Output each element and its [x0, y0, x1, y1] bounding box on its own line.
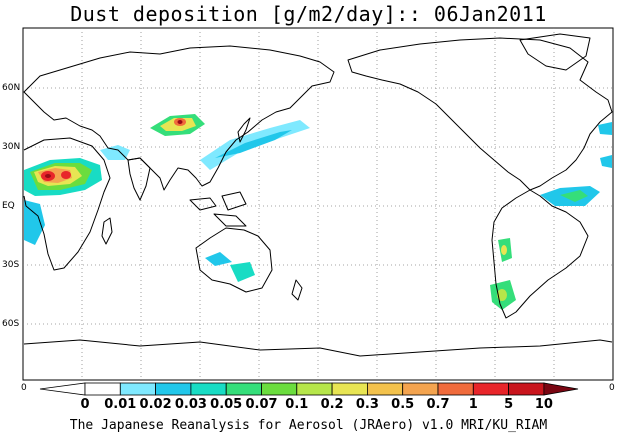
dust-area: [230, 262, 255, 282]
colorbar-tick-label: 0.01: [104, 397, 137, 412]
right-edge-label: 0: [609, 383, 615, 393]
dust-area: [560, 190, 588, 202]
colorbar-tick-label: 0.7: [426, 397, 450, 412]
colorbar-tick-label: 0.2: [320, 397, 344, 412]
colorbar-tick-label: 1: [468, 397, 478, 412]
dust-area: [501, 245, 507, 255]
coastline: [213, 213, 247, 227]
colorbar-box: [225, 382, 262, 396]
dust-area: [100, 145, 130, 160]
colorbar-box: [119, 382, 157, 396]
coastline: [491, 189, 589, 319]
coastline: [189, 197, 217, 211]
coastline: [347, 37, 613, 191]
colorbar-box: [508, 382, 545, 396]
coastline: [221, 191, 247, 211]
coastline: [23, 45, 335, 191]
lat-label-eq: EQ: [2, 201, 15, 211]
colorbar-tick-label: 0.1: [285, 397, 309, 412]
colorbar-tick-label: 0: [80, 397, 90, 412]
lat-label-30n: 30N: [2, 142, 21, 152]
dust-area: [24, 200, 45, 245]
coastlines: [23, 33, 613, 357]
dust-area: [600, 155, 612, 168]
dust-area: [497, 289, 507, 301]
colorbar-right-arrow: [543, 382, 579, 396]
dust-area: [215, 130, 292, 158]
dust-area: [177, 120, 183, 124]
colorbar-left-arrow: [39, 382, 86, 396]
colorbar-box: [190, 382, 227, 396]
map-title: Dust deposition [g/m2/day]:: 06Jan2011: [70, 2, 547, 26]
dust-area: [45, 174, 51, 178]
colorbar-box: [331, 382, 368, 396]
colorbar-box: [402, 382, 439, 396]
coastline: [237, 117, 251, 143]
colorbar-box: [155, 382, 192, 396]
colorbar-box: [437, 382, 474, 396]
colorbar-tick-label: 0.07: [245, 397, 278, 412]
lat-label-30s: 30S: [2, 260, 20, 270]
coastline: [101, 217, 113, 245]
colorbar-tick-label: 0.3: [355, 397, 379, 412]
colorbar-box: [84, 382, 121, 396]
coastline: [23, 339, 613, 357]
colorbar-tick-label: 0.05: [210, 397, 243, 412]
colorbar-tick-label: 5: [504, 397, 514, 412]
coastline: [291, 279, 303, 301]
colorbar-tick-label: 0.03: [174, 397, 207, 412]
dust-area: [61, 171, 71, 179]
dust-area: [205, 252, 232, 266]
coastline: [195, 227, 273, 293]
colorbar-box: [472, 382, 509, 396]
left-edge-label: 0: [21, 383, 27, 393]
coastline: [127, 157, 151, 201]
colorbar-tick-label: 0.5: [391, 397, 415, 412]
colorbar-box: [366, 382, 404, 396]
footer-credit: The Japanese Reanalysis for Aerosol (JRA…: [69, 418, 548, 433]
lat-label-60s: 60S: [2, 319, 20, 329]
dust-fields: [24, 114, 612, 310]
coastline: [23, 137, 111, 271]
dust-area: [598, 122, 612, 135]
colorbar-box: [261, 382, 298, 396]
lat-label-60n: 60N: [2, 83, 21, 93]
coastline: [519, 33, 591, 71]
colorbar-box: [296, 382, 333, 396]
colorbar-tick-label: 0.02: [139, 397, 172, 412]
colorbar-tick-label: 10: [534, 397, 553, 412]
